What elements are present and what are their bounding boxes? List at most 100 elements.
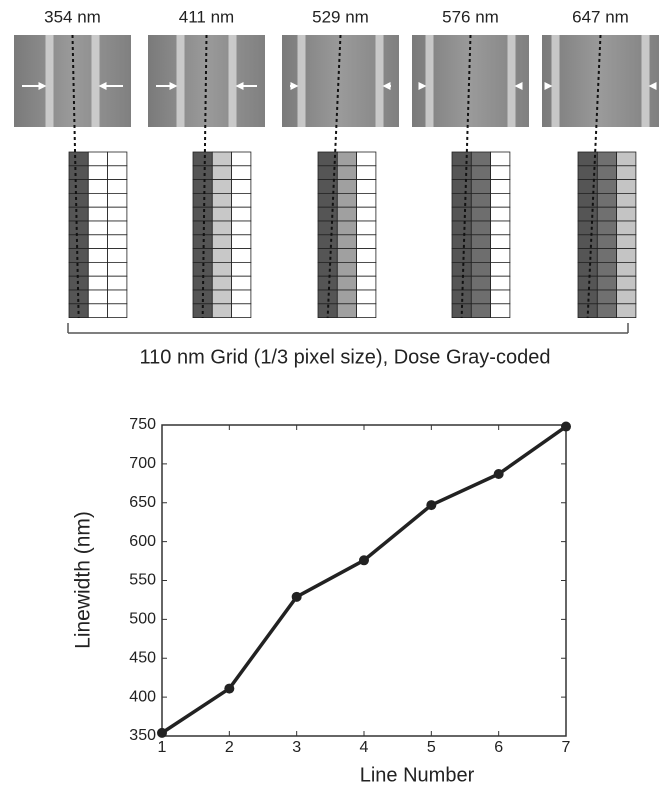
grid-cell xyxy=(87,179,109,194)
grid-cell xyxy=(451,234,472,250)
grid-cell xyxy=(211,303,233,318)
grid-cell xyxy=(451,179,472,194)
grid-cell xyxy=(490,303,511,318)
grid-cell xyxy=(68,261,89,277)
grid-cell xyxy=(68,151,89,167)
grid-cell xyxy=(596,234,617,250)
grid-cell xyxy=(596,151,617,167)
grid-cell xyxy=(490,289,511,305)
grid-cell xyxy=(68,192,89,208)
grid-cell xyxy=(317,234,338,250)
grid-cell xyxy=(451,206,472,222)
grid-cell xyxy=(490,220,511,236)
arrow-head xyxy=(382,82,391,90)
grid-cell xyxy=(336,248,357,263)
data-point xyxy=(291,591,302,602)
grid-cell xyxy=(616,206,637,222)
grid-cell xyxy=(211,289,233,305)
grid-cell xyxy=(577,192,598,208)
grid-cell xyxy=(211,234,233,250)
grid-cell xyxy=(470,151,491,167)
grid-cell xyxy=(336,303,357,318)
data-point xyxy=(359,555,369,566)
y-tick-label: 350 xyxy=(129,727,156,744)
grid-cell xyxy=(87,248,109,263)
grid-cell xyxy=(616,179,637,194)
grid-cell xyxy=(192,179,213,194)
grid-cell xyxy=(596,289,617,305)
panel-label: 529 nm xyxy=(312,7,369,26)
grid-cell xyxy=(356,303,377,318)
grid-cell xyxy=(107,275,128,291)
grid-cell xyxy=(616,261,637,277)
grid-cell xyxy=(107,261,128,277)
y-tick-label: 550 xyxy=(129,572,156,589)
arrow-head xyxy=(514,82,523,90)
arrow-head xyxy=(169,82,178,90)
y-tick-label: 450 xyxy=(129,649,156,666)
grid-cell xyxy=(596,165,617,181)
grid-cell xyxy=(356,248,377,263)
grid-cell xyxy=(490,261,511,277)
grid-cell xyxy=(451,261,472,277)
grid-cell xyxy=(317,220,338,236)
line-edge xyxy=(425,35,434,127)
x-tick-label: 7 xyxy=(562,739,571,756)
grid-cell xyxy=(192,192,213,208)
grid-cell xyxy=(490,206,511,222)
grid-cell xyxy=(451,248,472,263)
grid-cell xyxy=(192,248,213,263)
grid-cell xyxy=(231,234,252,250)
grid-cell xyxy=(192,151,213,167)
grid-cell xyxy=(470,303,491,318)
arrow-head xyxy=(290,82,299,90)
grid-cell xyxy=(356,261,377,277)
grid-cell xyxy=(616,192,637,208)
grid-cell xyxy=(451,151,472,167)
data-point xyxy=(561,421,571,432)
plot-frame xyxy=(161,424,567,737)
grid-cell xyxy=(336,206,357,222)
grid-cell xyxy=(596,275,617,291)
grid-cell xyxy=(107,179,128,194)
grid-cell xyxy=(336,151,357,167)
grid-cell xyxy=(231,165,252,181)
grid-cell xyxy=(470,275,491,291)
grid-cell xyxy=(231,261,252,277)
grid-cell xyxy=(356,220,377,236)
grid-cell xyxy=(87,206,109,222)
line-edge xyxy=(228,35,237,127)
grid-cell xyxy=(577,248,598,263)
grid-cell xyxy=(470,220,491,236)
x-tick-label: 3 xyxy=(292,739,301,756)
panel-label: 411 nm xyxy=(179,7,234,26)
x-axis-label: Line Number xyxy=(360,764,475,786)
grid-cell xyxy=(470,165,491,181)
grid-cell xyxy=(211,151,233,167)
grid-cell xyxy=(68,220,89,236)
grid-cell xyxy=(107,192,128,208)
grid-cell xyxy=(336,289,357,305)
x-tick-label: 1 xyxy=(158,739,167,756)
grid-cell xyxy=(231,179,252,194)
grid-cell xyxy=(211,220,233,236)
line-edge xyxy=(375,35,384,127)
grid-cell xyxy=(451,220,472,236)
y-tick-label: 750 xyxy=(129,416,156,433)
grid-cell xyxy=(596,179,617,194)
grid-cell xyxy=(470,179,491,194)
grid-cell xyxy=(451,165,472,181)
grid-cell xyxy=(107,289,128,305)
grid-cell xyxy=(211,248,233,263)
grid-cell xyxy=(107,303,128,318)
grid-cell xyxy=(68,248,89,263)
grid-cell xyxy=(577,206,598,222)
grid-cell xyxy=(356,179,377,194)
grid-cell xyxy=(317,192,338,208)
x-tick-label: 4 xyxy=(360,739,369,756)
grid-cell xyxy=(68,179,89,194)
arrow-head xyxy=(544,82,553,90)
grid-cell xyxy=(451,192,472,208)
panel-label: 647 nm xyxy=(572,7,629,26)
data-line xyxy=(161,425,568,735)
